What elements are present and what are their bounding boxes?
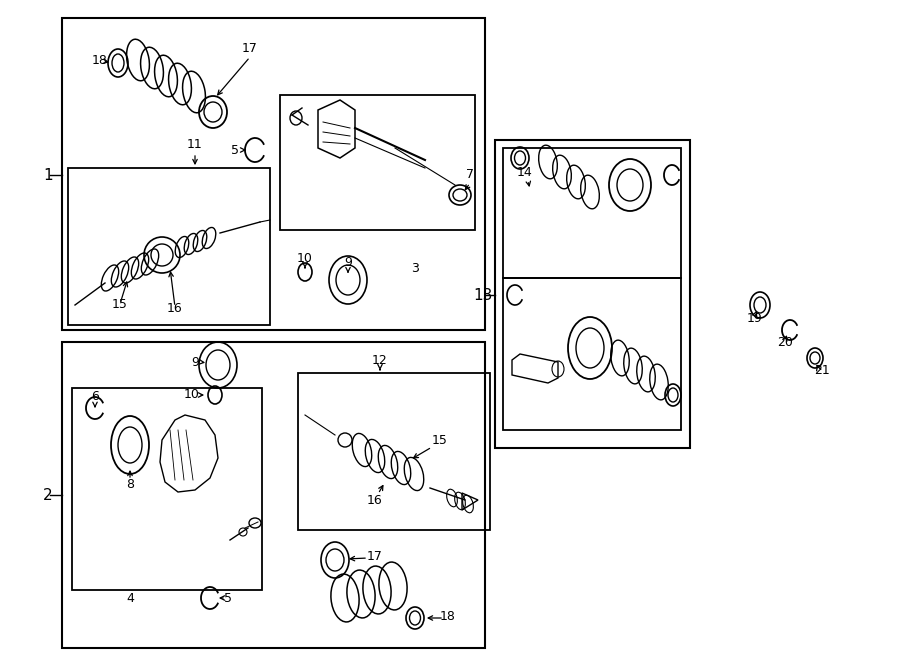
Text: 4: 4 [126, 592, 134, 605]
Text: 15: 15 [112, 299, 128, 311]
Text: 15: 15 [432, 434, 448, 446]
Text: 18: 18 [92, 54, 108, 67]
Text: 1: 1 [43, 167, 53, 182]
Text: 11: 11 [187, 139, 202, 151]
Text: 19: 19 [747, 311, 763, 325]
Text: 16: 16 [367, 494, 382, 506]
Text: 12: 12 [372, 354, 388, 366]
Text: 9: 9 [191, 356, 199, 368]
Text: 13: 13 [473, 288, 492, 303]
Text: 5: 5 [231, 143, 239, 157]
Bar [72, 388, 262, 590]
Text: 16: 16 [167, 301, 183, 315]
Text: 6: 6 [91, 389, 99, 403]
Text: 10: 10 [297, 251, 313, 264]
Bar [298, 373, 490, 530]
Text: 17: 17 [367, 551, 382, 563]
Bar [62, 342, 485, 648]
Text: 10: 10 [184, 389, 200, 401]
Text: 3: 3 [411, 262, 418, 274]
Text: 9: 9 [344, 256, 352, 268]
Bar [62, 18, 485, 330]
Text: 14: 14 [518, 165, 533, 178]
Text: 2: 2 [43, 488, 53, 502]
Text: 20: 20 [777, 336, 793, 348]
Bar [280, 95, 475, 230]
Text: 17: 17 [242, 42, 258, 54]
Bar [495, 140, 690, 448]
Text: 18: 18 [440, 611, 456, 623]
Text: 5: 5 [224, 592, 232, 605]
Bar [503, 278, 681, 430]
Bar [503, 148, 681, 278]
Text: 8: 8 [126, 479, 134, 492]
Text: 7: 7 [466, 169, 474, 182]
Text: 21: 21 [814, 364, 830, 377]
Bar [68, 168, 270, 325]
